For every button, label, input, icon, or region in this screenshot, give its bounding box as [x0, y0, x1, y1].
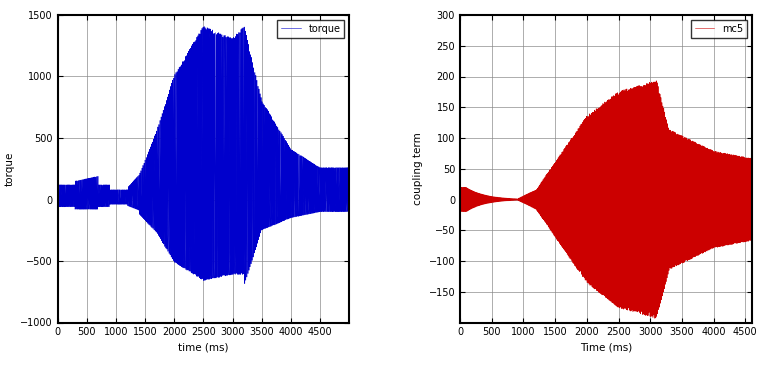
- torque: [199, 24, 209, 29]
- torque: [240, 282, 249, 286]
- Y-axis label: coupling term: coupling term: [413, 132, 423, 205]
- torque: [325, 210, 334, 214]
- Line: mc5: mc5: [460, 81, 752, 318]
- Line: torque: torque: [58, 27, 349, 284]
- torque: [53, 191, 62, 195]
- torque: [194, 266, 203, 270]
- Y-axis label: torque: torque: [5, 152, 15, 186]
- mc5: [652, 78, 661, 83]
- torque: [110, 189, 119, 193]
- mc5: [551, 234, 561, 238]
- Legend: torque: torque: [278, 20, 344, 38]
- mc5: [747, 224, 756, 229]
- mc5: [650, 316, 660, 321]
- mc5: [568, 194, 578, 198]
- mc5: [542, 176, 551, 181]
- Legend: mc5: mc5: [690, 20, 747, 38]
- torque: [255, 199, 264, 204]
- mc5: [550, 234, 559, 238]
- X-axis label: time (ms): time (ms): [178, 343, 229, 353]
- torque: [316, 207, 325, 211]
- mc5: [719, 222, 729, 226]
- torque: [324, 204, 333, 209]
- mc5: [720, 222, 729, 227]
- torque: [344, 201, 354, 206]
- mc5: [456, 192, 465, 197]
- X-axis label: Time (ms): Time (ms): [580, 343, 632, 353]
